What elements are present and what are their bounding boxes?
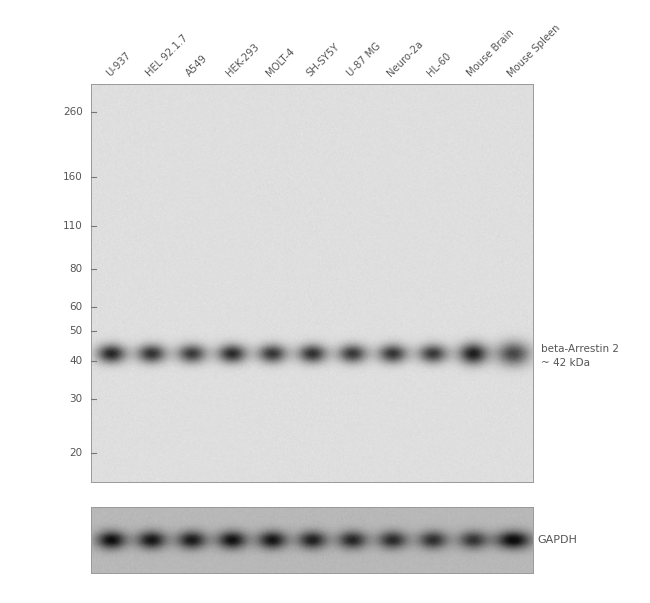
Text: Mouse Spleen: Mouse Spleen	[506, 23, 562, 79]
Text: 60: 60	[70, 302, 83, 312]
Text: 30: 30	[70, 394, 83, 404]
Text: GAPDH: GAPDH	[538, 535, 577, 545]
Text: A549: A549	[185, 54, 210, 79]
Text: HEL 92.1.7: HEL 92.1.7	[144, 33, 190, 79]
Text: MOLT-4: MOLT-4	[265, 46, 297, 79]
Text: 20: 20	[70, 448, 83, 458]
Text: beta-Arrestin 2: beta-Arrestin 2	[541, 344, 619, 353]
Text: 110: 110	[63, 221, 83, 232]
Text: 80: 80	[70, 264, 83, 274]
Text: 40: 40	[70, 356, 83, 365]
Text: Neuro-2a: Neuro-2a	[385, 39, 425, 79]
Text: U-87 MG: U-87 MG	[345, 41, 383, 79]
Text: SH-SY5Y: SH-SY5Y	[305, 42, 342, 79]
Text: Mouse Brain: Mouse Brain	[465, 28, 517, 79]
Text: 50: 50	[70, 326, 83, 336]
Text: U-937: U-937	[104, 51, 133, 79]
Text: HL-60: HL-60	[426, 51, 453, 79]
Text: 160: 160	[63, 171, 83, 182]
Text: 260: 260	[63, 107, 83, 117]
Text: HEK-293: HEK-293	[224, 42, 261, 79]
Text: ~ 42 kDa: ~ 42 kDa	[541, 358, 590, 367]
